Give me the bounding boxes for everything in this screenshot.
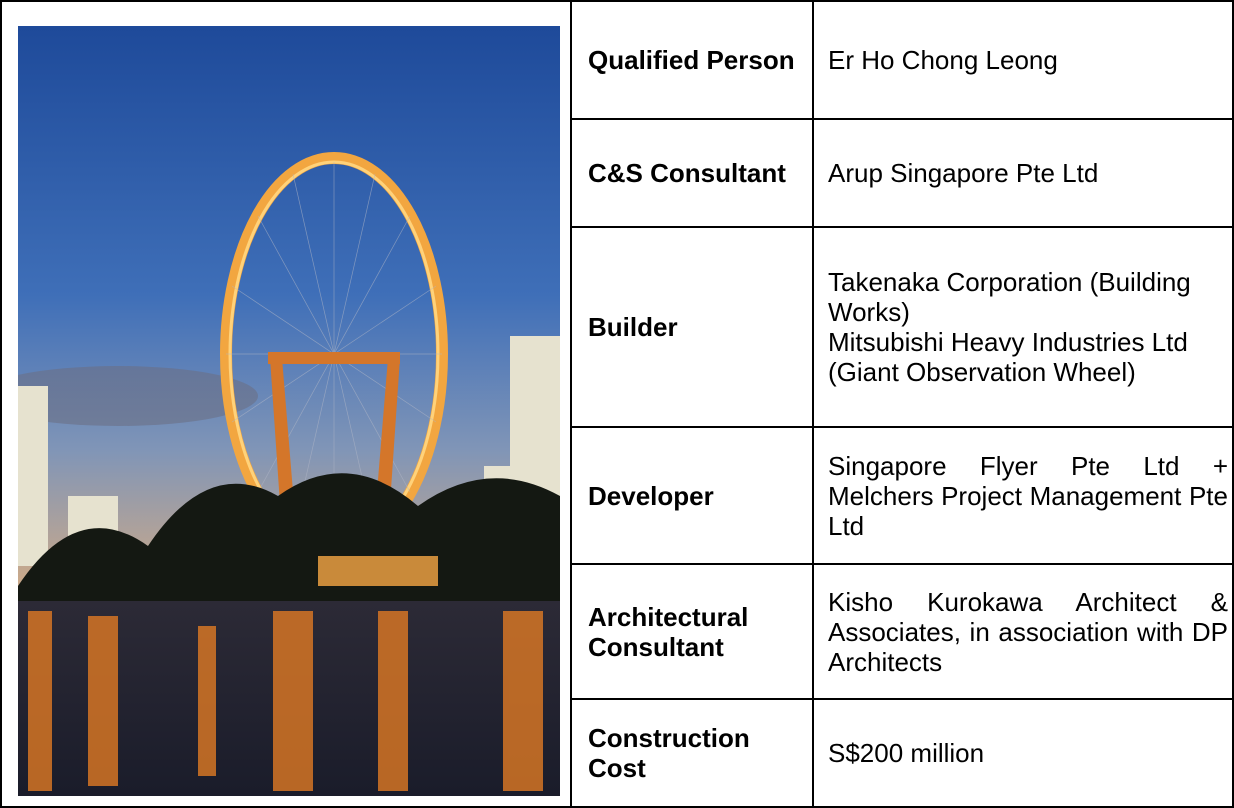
value-text: S$200 million (828, 738, 985, 768)
value-text: Kisho Kurokawa Architect & Associates, i… (828, 586, 1228, 677)
value-text: Arup Singapore Pte Ltd (828, 158, 1099, 188)
value-cell: Er Ho Chong Leong (812, 0, 1234, 120)
row: Builder Takenaka Corporation (Building W… (1, 226, 1234, 428)
label-cell: Builder (570, 226, 814, 428)
value-text: Takenaka Corporation (Building Works) (828, 267, 1191, 327)
value-cell: Singapore Flyer Pte Ltd + Melchers Proje… (812, 426, 1234, 565)
row: Developer Singapore Flyer Pte Ltd + Melc… (1, 426, 1234, 565)
value-text: Er Ho Chong Leong (828, 45, 1058, 75)
label-cell: C&S Consultant (570, 118, 814, 228)
value-cell: Takenaka Corporation (Building Works) Mit… (812, 226, 1234, 428)
label-cell: Developer (570, 426, 814, 565)
label-cell: Architectural Consultant (570, 563, 814, 700)
row: C&S Consultant Arup Singapore Pte Ltd (1, 118, 1234, 228)
value-cell: S$200 million (812, 698, 1234, 808)
value-cell: Arup Singapore Pte Ltd (812, 118, 1234, 228)
photo (18, 26, 560, 796)
label-cell: Construction Cost (570, 698, 814, 808)
row: Architectural Consultant Kisho Kurokawa … (1, 563, 1234, 700)
value-text: Mitsubishi Heavy Industries Ltd (Giant O… (828, 327, 1188, 387)
value-text: Singapore Flyer Pte Ltd + Melchers Proje… (828, 450, 1228, 541)
value-cell: Kisho Kurokawa Architect & Associates, i… (812, 563, 1234, 700)
photo-cell (0, 0, 572, 808)
label-cell: Qualified Person (570, 0, 814, 120)
